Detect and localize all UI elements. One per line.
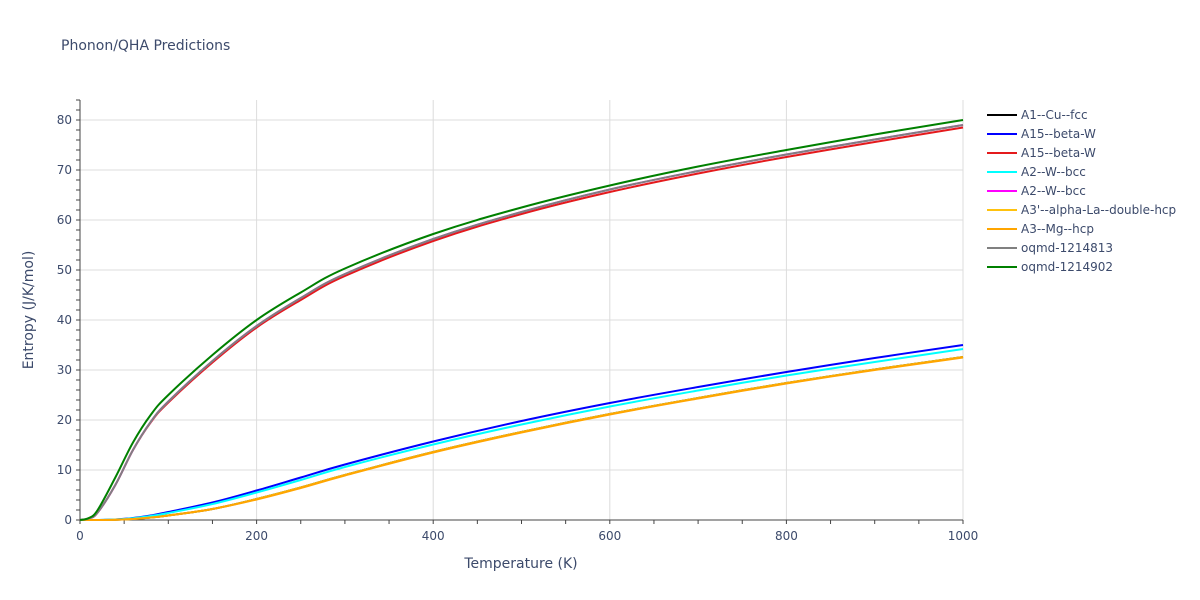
chart-title: Phonon/QHA Predictions [61,38,230,54]
series-line-0 [79,356,964,522]
series-line-4 [79,124,964,521]
y-tick-label: 70 [57,163,72,177]
series-line-7 [79,124,964,521]
x-tick-label: 1000 [948,529,979,543]
series-line-5 [79,356,964,522]
series-line-6 [79,356,964,522]
y-tick-label: 0 [64,513,72,527]
x-tick-label: 400 [422,529,445,543]
legend-label[interactable]: A15--beta-W [1021,127,1096,141]
y-tick-label: 20 [57,413,72,427]
legend-label[interactable]: A15--beta-W [1021,146,1096,160]
legend-label[interactable]: A3--Mg--hcp [1021,222,1094,236]
y-tick-label: 80 [57,113,72,127]
x-tick-label: 600 [598,529,621,543]
series-line-2 [79,126,964,521]
x-axis-label: Temperature (K) [463,556,577,572]
series-line-8 [79,119,964,521]
y-tick-label: 30 [57,363,72,377]
legend-label[interactable]: A2--W--bcc [1021,165,1086,179]
y-tick-label: 60 [57,213,72,227]
legend-label[interactable]: A2--W--bcc [1021,184,1086,198]
y-tick-label: 50 [57,263,72,277]
y-tick-label: 10 [57,463,72,477]
x-tick-label: 0 [76,529,84,543]
legend-label[interactable]: oqmd-1214813 [1021,241,1113,255]
x-tick-label: 200 [245,529,268,543]
legend-label[interactable]: oqmd-1214902 [1021,260,1113,274]
legend-label[interactable]: A3'--alpha-La--double-hcp [1021,203,1176,217]
series-lines [79,119,964,522]
grid [80,100,964,520]
y-axis-label: Entropy (J/K/mol) [21,251,37,370]
legend: A1--Cu--fcc A15--beta-W A15--beta-W A2--W--… [987,108,1176,274]
x-tick-label: 800 [775,529,798,543]
series-line-3 [79,348,964,522]
axes: 0 200 400 600 800 1000 0 10 20 30 40 50 60 70 80 [57,99,979,543]
y-tick-label: 40 [57,313,72,327]
legend-label[interactable]: A1--Cu--fcc [1021,108,1088,122]
